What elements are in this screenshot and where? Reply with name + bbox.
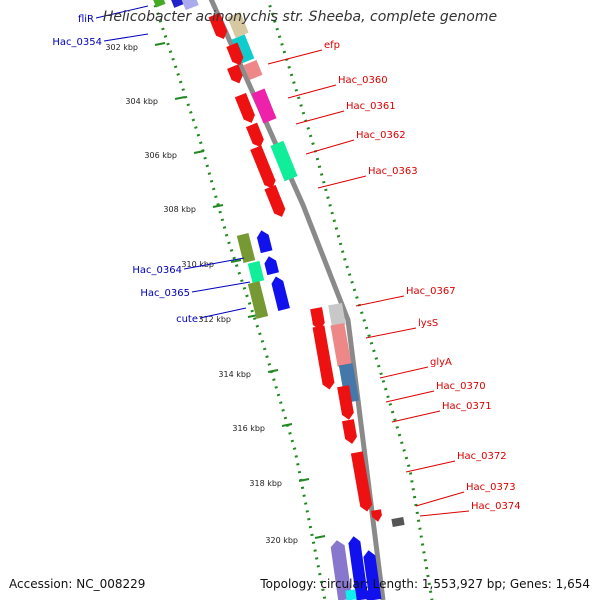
gene-leader-line [355,295,405,307]
gene-leader-line [317,175,367,189]
gene-label: Hac_0371 [442,401,492,412]
tick-mark [193,150,205,154]
gene-block [231,34,255,64]
gene-leader-line [183,257,245,270]
tick-mark [298,478,310,482]
gene-leader-line [379,366,429,379]
gene-label: fliR [78,14,94,25]
gene-label: Hac_0362 [356,130,406,141]
gene-block [152,0,166,8]
gene-label: Hac_0372 [457,451,507,462]
gene-arrow [363,550,382,600]
gene-block [270,140,298,182]
tick-mark [174,96,186,100]
gene-leader-line [419,510,470,517]
gene-arrow [264,256,279,276]
tick-label: 312 kbp [198,315,231,324]
gene-leader-line [287,84,337,99]
gene-block [227,12,249,38]
gene-label: efp [324,40,340,51]
gene-block [328,302,346,328]
tick-label: 308 kbp [163,205,196,214]
topology-info: Topology: circular; Length: 1,553,927 bp… [260,577,590,591]
accession-number: NC_008229 [76,577,146,591]
gene-label: glyA [430,357,452,368]
gene-block [247,260,265,284]
gene-leader-line [199,307,247,319]
gene-label: Hac_0365 [140,288,190,299]
gene-block [365,589,377,600]
tick-label: 310 kbp [181,260,214,269]
accession-label: Accession: [9,577,73,591]
gene-label: lysS [418,318,438,329]
gene-arrow [208,12,228,40]
gene-label: Hac_0374 [471,501,521,512]
gene-arrow [271,276,290,311]
accession-info: Accession: NC_008229 [9,577,145,591]
gene-arrow [226,42,244,66]
gene-arrow [350,451,373,512]
tick-mark [281,423,293,427]
gene-label: Hac_0361 [346,101,396,112]
gene-block [170,0,186,8]
gene-arrow [330,540,353,600]
gene-arrow [310,307,325,330]
gene-leader-line [391,410,441,423]
gene-block [243,59,263,81]
gene-arrow [342,419,357,444]
gene-arrow [348,536,369,600]
gene-leader-line [365,327,417,339]
gene-block [247,281,269,319]
gene-leader-line [295,110,345,125]
gene-label: Hac_0363 [368,166,418,177]
tick-label: 320 kbp [265,536,298,545]
gene-leader-line [267,49,323,65]
tick-label: 306 kbp [144,151,177,160]
gene-block [330,323,352,367]
gene-block [391,517,405,527]
gene-label: Hac_0367 [406,286,456,297]
gene-arrow [264,184,286,217]
gene-arrow [250,145,276,189]
tick-mark [267,369,279,373]
gene-leader-line [95,5,149,19]
gene-label: Hac_0354 [52,37,102,48]
gene-arrow [312,325,335,390]
tick-mark [230,259,242,263]
gene-leader-line [305,139,355,155]
tick-label: 302 kbp [105,43,138,52]
gene-label: Hac_0364 [132,265,182,276]
gene-label: cute [176,314,198,325]
gene-label: Hac_0370 [436,381,486,392]
gene-block [181,0,199,11]
tick-mark [212,204,224,208]
gene-arrow [371,509,382,522]
gene-block [236,232,256,264]
gene-block [251,88,277,124]
gene-leader-line [415,491,465,507]
gene-arrow [234,92,255,123]
gene-leader-line [103,33,149,42]
gene-leader-line [191,281,251,293]
tick-mark [314,535,326,539]
gene-leader-line [385,390,435,403]
gene-label: Hac_0373 [466,482,516,493]
gene-arrow [227,64,243,84]
tick-label: 316 kbp [232,424,265,433]
gene-arrow [245,122,264,148]
tick-mark [154,42,166,46]
gene-block [345,589,357,600]
gene-arrow [337,385,354,420]
gene-label: Hac_0360 [338,75,388,86]
tick-label: 318 kbp [249,479,282,488]
genome-title: Helicobacter acinonychis str. Sheeba, co… [102,9,498,25]
gene-leader-line [405,460,456,473]
tick-label: 304 kbp [125,97,158,106]
gene-arrow [256,230,273,254]
tick-label: 314 kbp [218,370,251,379]
